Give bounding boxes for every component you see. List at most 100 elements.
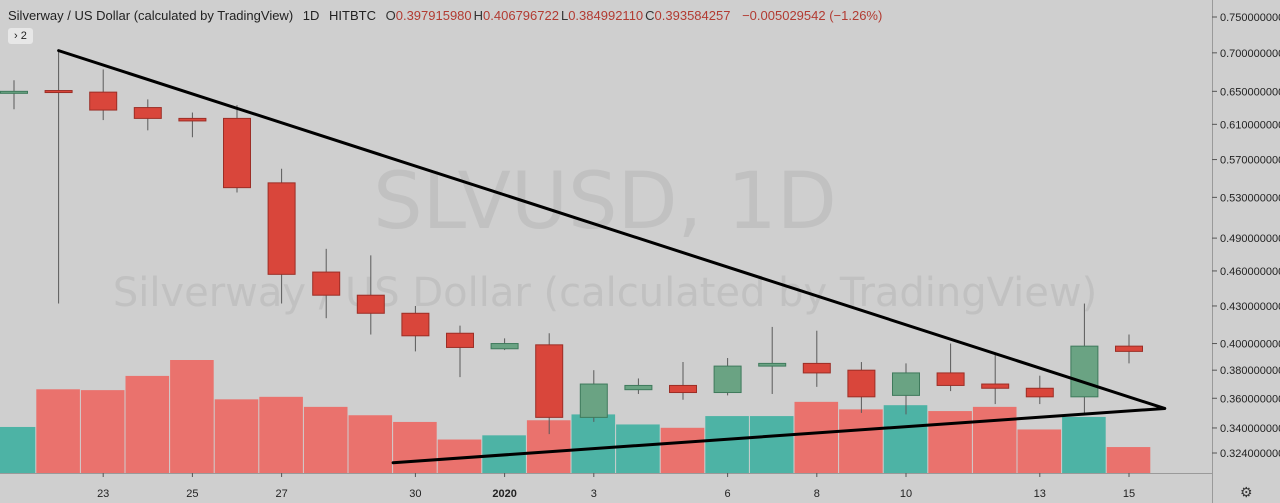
candle-body (847, 369, 876, 398)
volume-bar (36, 389, 80, 473)
symbol-title: Silverway / US Dollar (calculated by Tra… (8, 8, 294, 23)
volume-bar (972, 406, 1017, 473)
candle-body (490, 343, 519, 350)
candle-body (713, 365, 742, 394)
volume-bar (1106, 447, 1151, 473)
candle (44, 50, 73, 304)
volume-bar (928, 411, 972, 473)
candle-body (981, 383, 1010, 389)
ohlc-values: O0.397915980 H0.406796722 L0.384992110 C0.3… (386, 8, 733, 23)
candle-body (401, 312, 430, 337)
candle (312, 248, 341, 319)
trendline-upper[interactable] (57, 49, 1167, 410)
gear-icon[interactable]: ⚙ (1240, 484, 1253, 500)
price-tick-label: 0.530000000 (1220, 192, 1280, 204)
price-tick-label: 0.400000000 (1220, 339, 1280, 351)
candles-layer (0, 50, 1143, 435)
price-axis[interactable]: 0.750000000 0.700000000 0.650000000 0.61000… (1212, 0, 1280, 503)
candle-body (936, 372, 965, 386)
time-tick-label: 6 (725, 488, 731, 500)
candle (1115, 334, 1143, 364)
price-tick-label: 0.430000000 (1220, 301, 1280, 313)
ohlc-value-o: 0.397915980 (395, 8, 472, 23)
candle-body (535, 344, 564, 418)
candle-body (178, 117, 207, 122)
volume-bar (125, 375, 170, 473)
price-tick-label: 0.650000000 (1220, 86, 1280, 98)
candle-body (89, 91, 118, 111)
candle-body (133, 107, 162, 119)
candle-body (1070, 345, 1099, 398)
candle-body (1025, 387, 1054, 398)
volume-bar (1062, 416, 1106, 473)
watermark-description: Silverway / US Dollar (calculated by Tra… (113, 270, 1097, 316)
volume-bar (705, 416, 749, 473)
candle (624, 378, 653, 394)
time-axis[interactable]: 23 25 27 30 2020 3 6 8 10 13 15 (0, 473, 1212, 503)
interval-label: 1D (302, 8, 320, 23)
exchange-label: HITBTC (329, 8, 376, 23)
candle (892, 363, 920, 415)
trendline-lower[interactable] (391, 406, 1167, 465)
price-tick-label: 0.700000000 (1220, 48, 1280, 60)
volume-layer (0, 360, 1151, 473)
volume-bar (170, 360, 214, 473)
price-axis-bg (1212, 0, 1280, 503)
volume-bar (794, 401, 839, 473)
candle (936, 343, 965, 392)
price-tick-label: 0.380000000 (1220, 365, 1280, 377)
candle (847, 362, 876, 413)
volume-bar (571, 414, 616, 473)
change-value: −0.005029542 (−1.26%) (742, 8, 883, 23)
volume-bar (393, 421, 437, 473)
volume-bar (303, 406, 348, 473)
price-tick-label: 0.570000000 (1220, 155, 1280, 167)
candle (1070, 303, 1099, 413)
candle (401, 305, 430, 352)
price-tick-label: 0.324000000 (1220, 448, 1280, 460)
candle (669, 362, 697, 400)
time-tick-label: 2020 (492, 488, 516, 500)
candle (0, 80, 28, 110)
volume-bar (259, 396, 303, 473)
volume-bar (80, 390, 125, 473)
ohlc-key-h: H (473, 8, 484, 23)
candle-body (892, 372, 920, 396)
volume-bar (616, 424, 660, 473)
price-tick-label: 0.460000000 (1220, 266, 1280, 278)
candle-body (669, 384, 697, 394)
time-tick-label: 15 (1123, 488, 1135, 500)
candle-body (0, 90, 28, 94)
legend-header: Silverway / US Dollar (calculated by Tra… (8, 8, 888, 23)
candle (446, 325, 474, 378)
price-tick-label: 0.750000000 (1220, 12, 1280, 24)
time-tick-label: 8 (814, 488, 820, 500)
expand-indicators-button[interactable]: › 2 (8, 28, 33, 44)
time-tick-label: 23 (97, 488, 109, 500)
candle (223, 105, 251, 193)
candle (535, 333, 564, 435)
candle-body (267, 182, 296, 275)
trendlines-layer (57, 49, 1167, 465)
time-tick-label: 27 (275, 488, 287, 500)
volume-bar (1017, 429, 1062, 473)
candle-body (802, 362, 831, 374)
volume-bar (0, 426, 36, 473)
price-tick-label: 0.340000000 (1220, 423, 1280, 435)
ohlc-value-c: 0.393584257 (654, 8, 731, 23)
candle-body (758, 362, 787, 367)
candle (133, 99, 162, 131)
ohlc-key-l: L (560, 8, 569, 23)
candle-body (356, 294, 385, 314)
volume-bar (214, 399, 259, 473)
volume-bar (883, 405, 928, 473)
price-tick-label: 0.610000000 (1220, 119, 1280, 131)
candle-body (579, 383, 608, 418)
volume-bar (348, 415, 393, 473)
time-tick-label: 25 (186, 488, 198, 500)
candle (89, 69, 118, 121)
candle-body (44, 90, 73, 94)
candle-body (223, 117, 251, 189)
